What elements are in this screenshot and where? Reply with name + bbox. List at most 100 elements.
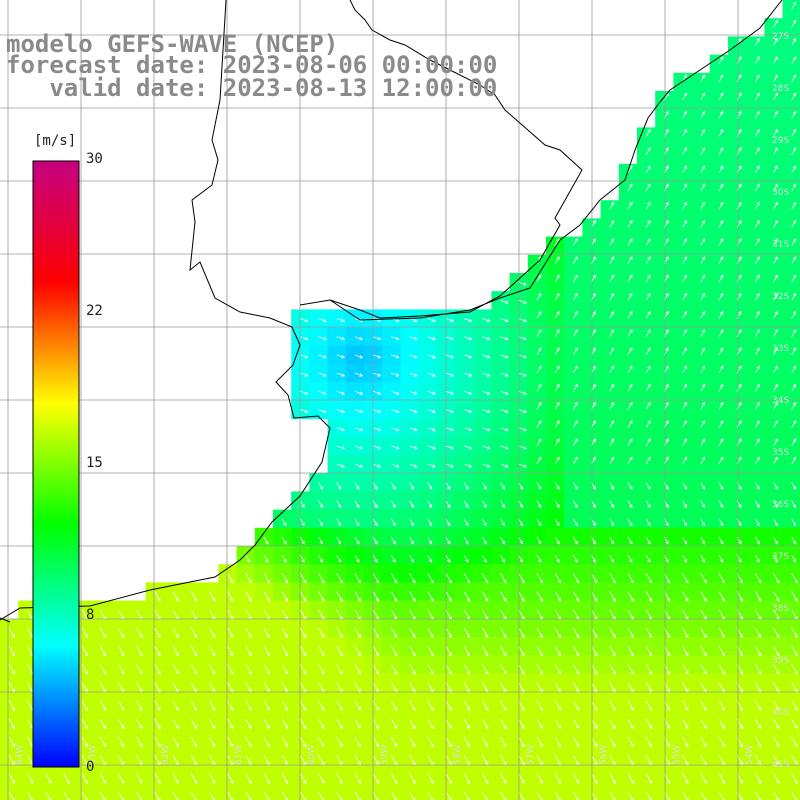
wind-arrow-head bbox=[359, 427, 364, 432]
wind-arrow bbox=[572, 755, 580, 766]
wind-arrow bbox=[482, 390, 490, 395]
wind-arrow-head bbox=[412, 634, 416, 639]
wind-arrow bbox=[445, 573, 452, 584]
wind-arrow-head bbox=[523, 409, 527, 414]
wind-arrow-head bbox=[594, 652, 598, 657]
wind-cell bbox=[637, 182, 656, 201]
wind-cell bbox=[564, 400, 583, 420]
wind-arrow bbox=[427, 445, 436, 449]
wind-arrow-head bbox=[412, 579, 416, 584]
wind-arrow bbox=[8, 700, 15, 711]
wind-arrow bbox=[117, 645, 125, 656]
wind-arrow-head bbox=[505, 391, 509, 395]
wind-arrow-head bbox=[794, 743, 798, 748]
wind-cell bbox=[637, 273, 656, 292]
wind-arrow-head bbox=[592, 486, 596, 490]
wind-arrow-head bbox=[102, 652, 107, 657]
lat-label: 28S bbox=[772, 84, 789, 94]
wind-arrow bbox=[554, 438, 560, 447]
wind-cell bbox=[728, 455, 747, 474]
wind-cell bbox=[546, 382, 565, 401]
wind-arrow-head bbox=[703, 670, 707, 675]
wind-arrow-head bbox=[450, 446, 455, 450]
wind-cell bbox=[764, 327, 784, 347]
wind-arrow bbox=[372, 700, 379, 711]
wind-cell bbox=[746, 782, 765, 800]
wind-arrow bbox=[609, 591, 616, 602]
wind-arrow-head bbox=[648, 707, 653, 711]
wind-arrow-head bbox=[647, 383, 651, 388]
wind-arrow-head bbox=[774, 19, 778, 24]
wind-arrow-head bbox=[557, 634, 562, 639]
wind-arrow-head bbox=[175, 597, 179, 602]
wind-arrow bbox=[299, 682, 307, 693]
wind-arrow bbox=[791, 591, 798, 602]
wind-arrow bbox=[700, 755, 707, 766]
wind-arrow bbox=[354, 700, 361, 711]
wind-arrow-head bbox=[758, 743, 762, 748]
wind-cell bbox=[782, 655, 800, 674]
wind-arrow-head bbox=[266, 670, 270, 675]
wind-arrow bbox=[318, 609, 325, 620]
wind-arrow bbox=[409, 336, 418, 340]
wind-arrow bbox=[245, 554, 251, 563]
wind-arrow bbox=[718, 183, 724, 192]
wind-arrow-head bbox=[394, 798, 398, 800]
wind-cell bbox=[637, 436, 656, 456]
wind-arrow bbox=[718, 347, 724, 356]
wind-cell bbox=[746, 418, 765, 438]
wind-arrow-head bbox=[339, 798, 343, 800]
wind-arrow bbox=[754, 627, 762, 638]
wind-arrow-head bbox=[485, 597, 489, 602]
wind-arrow bbox=[645, 736, 652, 747]
wind-arrow bbox=[609, 347, 615, 356]
wind-arrow-head bbox=[521, 670, 525, 675]
lat-label: 34S bbox=[772, 396, 789, 406]
wind-arrow bbox=[427, 645, 434, 656]
wind-arrow bbox=[481, 718, 489, 729]
wind-arrow bbox=[427, 591, 434, 602]
wind-cell bbox=[618, 418, 638, 438]
wind-arrow-head bbox=[685, 798, 689, 800]
wind-arrow bbox=[409, 573, 416, 584]
wind-arrow-head bbox=[392, 486, 396, 490]
wind-arrow bbox=[700, 736, 707, 747]
wind-arrow-head bbox=[304, 391, 309, 395]
wind-arrow bbox=[99, 736, 106, 747]
wind-arrow bbox=[791, 755, 798, 766]
wind-arrow bbox=[718, 482, 724, 490]
wind-arrow-head bbox=[341, 427, 345, 432]
wind-arrow bbox=[318, 627, 325, 638]
wind-arrow-head bbox=[538, 420, 542, 424]
wind-arrow bbox=[591, 736, 598, 747]
wind-arrow bbox=[482, 372, 490, 377]
wind-arrow-head bbox=[592, 504, 596, 509]
wind-arrow bbox=[536, 773, 543, 784]
wind-arrow bbox=[754, 129, 760, 137]
wind-arrow-head bbox=[139, 670, 143, 675]
wind-arrow bbox=[518, 336, 527, 340]
wind-arrow bbox=[463, 755, 470, 766]
wind-arrow-head bbox=[430, 634, 434, 639]
wind-arrow-head bbox=[610, 347, 615, 352]
wind-arrow bbox=[390, 500, 396, 508]
wind-arrow bbox=[391, 445, 399, 449]
wind-arrow bbox=[682, 554, 687, 563]
wind-arrow-head bbox=[703, 743, 707, 748]
wind-arrow bbox=[609, 420, 615, 428]
wind-arrow bbox=[536, 718, 543, 729]
wind-arrow bbox=[518, 755, 525, 766]
wind-arrow-head bbox=[665, 383, 669, 388]
wind-cell bbox=[527, 382, 547, 401]
wind-arrow-head bbox=[556, 329, 560, 333]
wind-arrow-head bbox=[758, 779, 762, 784]
wind-arrow bbox=[591, 718, 598, 729]
wind-arrow-head bbox=[230, 798, 234, 800]
wind-arrow bbox=[700, 664, 707, 675]
wind-arrow bbox=[554, 293, 560, 301]
wind-arrow-head bbox=[375, 670, 380, 675]
wind-arrow-head bbox=[66, 779, 70, 784]
wind-arrow bbox=[99, 645, 106, 656]
wind-arrow bbox=[718, 256, 724, 265]
wind-cell bbox=[564, 418, 583, 438]
